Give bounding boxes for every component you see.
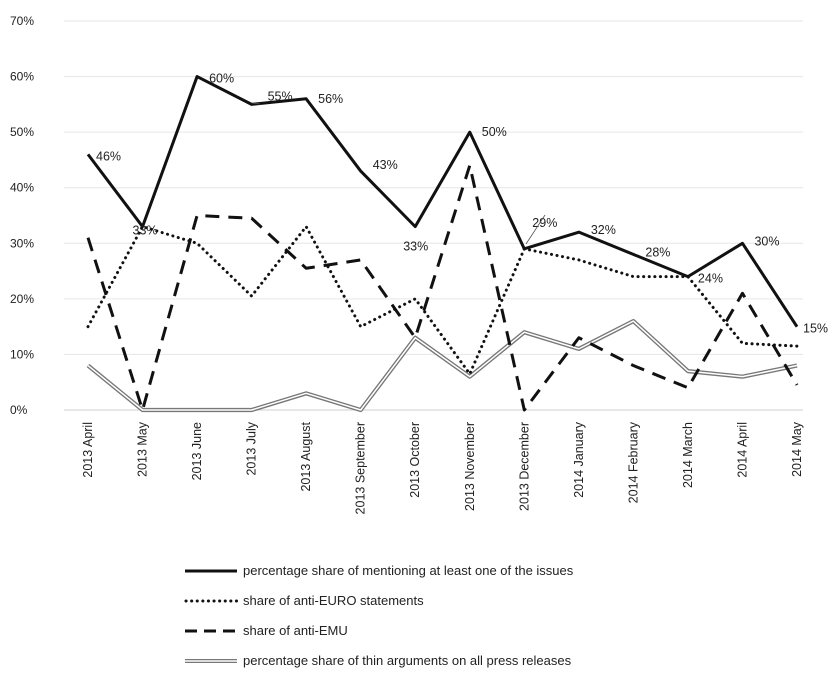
x-axis-ticks: 2013 April 2013 May 2013 June 2013 July 2013… xyxy=(81,421,804,514)
y-tick-label: 20% xyxy=(10,292,34,306)
data-label: 56% xyxy=(318,92,343,106)
legend-label-anti-euro: share of anti-EURO statements xyxy=(243,593,424,608)
data-label: 15% xyxy=(803,322,828,336)
x-tick-label: 2014 April xyxy=(735,422,749,478)
y-axis-ticks: 0% 10% 20% 30% 40% 50% 60% 70% xyxy=(10,14,34,417)
line-chart: 0%10%20%30%40%50%60%70% 46%33%60%55% 56%4… xyxy=(10,14,828,514)
series-line xyxy=(86,225,799,376)
legend-swatch-double xyxy=(185,659,237,663)
x-tick-label: 2013 September xyxy=(354,422,368,514)
legend-swatch-dotted xyxy=(184,599,239,603)
data-label: 60% xyxy=(209,72,234,86)
legend-label-anti-emu: share of anti-EMU xyxy=(243,623,348,638)
legend-swatch-dashed xyxy=(185,629,237,633)
x-tick-label: 2013 October xyxy=(408,422,422,498)
x-tick-label: 2013 June xyxy=(190,422,204,480)
x-tick-label: 2013 May xyxy=(136,421,150,477)
series-2 xyxy=(86,163,799,412)
data-labels: 46% 33% 60% 55% 56% 43% 33% 50% 29% 32% 28% 24% 30% 1… xyxy=(96,72,828,336)
data-label: 32% xyxy=(591,223,616,237)
data-label: 50% xyxy=(482,125,507,139)
series-3 xyxy=(86,318,798,413)
x-tick-label: 2013 August xyxy=(299,421,313,491)
data-label: 33% xyxy=(403,240,428,254)
data-label: 30% xyxy=(754,234,779,248)
y-tick-label: 30% xyxy=(10,236,34,250)
data-label: 29% xyxy=(532,216,557,230)
data-label: 55% xyxy=(268,89,293,103)
series-line-inner xyxy=(87,320,798,411)
data-label: 28% xyxy=(645,245,670,259)
x-tick-label: 2013 April xyxy=(81,422,95,478)
data-label: 43% xyxy=(373,158,398,172)
y-tick-label: 10% xyxy=(10,347,34,361)
y-tick-label: 50% xyxy=(10,125,34,139)
series-0 xyxy=(86,75,799,328)
data-label: 33% xyxy=(133,224,158,238)
series-lines xyxy=(86,75,799,413)
x-tick-label: 2013 November xyxy=(463,422,477,511)
gridlines xyxy=(64,20,803,411)
y-tick-label: 40% xyxy=(10,181,34,195)
x-tick-label: 2013 December xyxy=(517,422,531,511)
x-tick-label: 2014 February xyxy=(626,421,640,503)
series-line xyxy=(86,75,799,328)
series-line xyxy=(86,163,799,412)
series-1 xyxy=(86,225,799,376)
x-tick-label: 2014 May xyxy=(790,421,804,477)
data-label: 46% xyxy=(96,149,121,163)
legend-swatch-solid xyxy=(185,569,237,573)
label-leader-line xyxy=(251,102,261,105)
legend-label-mentioning: percentage share of mentioning at least … xyxy=(243,563,574,578)
y-tick-label: 60% xyxy=(10,70,34,84)
data-label: 24% xyxy=(698,272,723,286)
y-tick-label: 70% xyxy=(10,14,34,28)
x-tick-label: 2014 January xyxy=(572,421,586,498)
label-leader-line xyxy=(525,214,546,245)
y-tick-label: 0% xyxy=(10,403,28,417)
legend-label-thin-arguments: percentage share of thin arguments on al… xyxy=(243,653,572,668)
x-tick-label: 2014 March xyxy=(681,422,695,488)
x-tick-label: 2013 July xyxy=(245,421,259,475)
